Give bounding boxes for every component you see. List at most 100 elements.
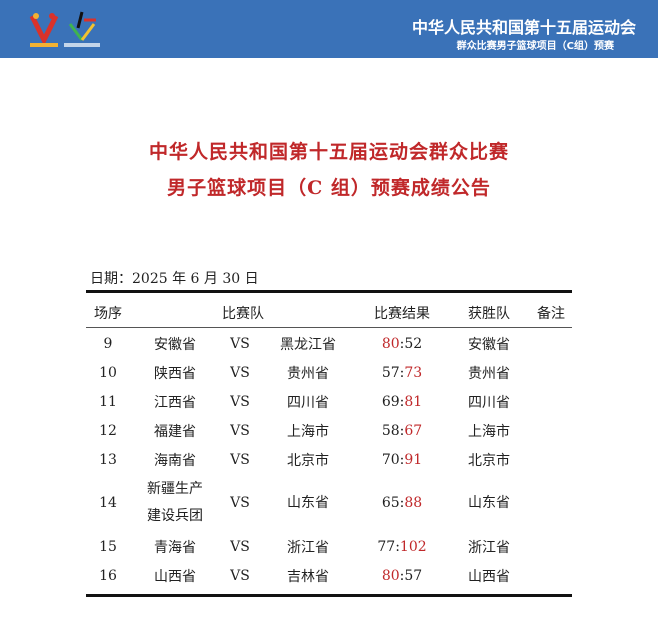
score: 80:57 (381, 567, 423, 584)
score: 69:81 (381, 393, 423, 410)
score-team1: 58 (381, 422, 400, 439)
team1: 青海省 (154, 539, 196, 556)
vs-label: VS (230, 422, 250, 439)
vs-label: VS (230, 335, 250, 352)
score: 58:67 (381, 422, 423, 439)
score-team1: 57 (381, 364, 400, 381)
team2: 山东省 (287, 494, 329, 511)
note (530, 329, 572, 358)
header-order: 场序 (94, 306, 122, 322)
winner: 四川省 (468, 394, 510, 411)
results-table: 场序 比赛队 比赛结果 获胜队 备注 9 安徽省 VS 黑龙江省 80:52 安徽省 10 陕… (86, 297, 572, 590)
top-rule (86, 290, 572, 293)
score: 77:102 (377, 538, 427, 555)
date-label: 日期：2025 年 6 月 30 日 (90, 271, 259, 287)
bottom-rule (86, 594, 572, 597)
order: 10 (99, 364, 117, 381)
team2: 贵州省 (287, 365, 329, 382)
order: 15 (99, 538, 117, 555)
vs-label: VS (230, 451, 250, 468)
score-team1: 70 (381, 451, 400, 468)
header-result: 比赛结果 (374, 306, 430, 322)
national-fitness-logo (29, 13, 59, 47)
order: 13 (99, 451, 117, 468)
header-winner: 获胜队 (468, 306, 510, 322)
vs-label: VS (230, 364, 250, 381)
note (530, 387, 572, 416)
table-row: 10 陕西省 VS 贵州省 57:73 贵州省 (86, 358, 572, 387)
score-team1: 69 (381, 393, 400, 410)
winner: 山东省 (468, 494, 510, 511)
banner-title: 中华人民共和国第十五届运动会 (411, 18, 636, 37)
team1-part2: 建设兵团 (147, 508, 203, 524)
score: 57:73 (381, 364, 423, 381)
header-rule (86, 327, 572, 328)
order: 16 (99, 567, 117, 584)
table-row: 16 山西省 VS 吉林省 80:57 山西省 (86, 561, 572, 590)
team2: 浙江省 (287, 539, 329, 556)
note (530, 445, 572, 474)
table-row: 12 福建省 VS 上海市 58:67 上海市 (86, 416, 572, 445)
score-team2: 52 (404, 335, 423, 352)
header-teams: 比赛队 (222, 306, 264, 322)
vs-label: VS (230, 567, 250, 584)
winner: 北京市 (468, 452, 510, 469)
score: 65:88 (381, 494, 423, 511)
team2: 吉林省 (287, 568, 329, 585)
team1: 海南省 (154, 452, 196, 469)
header-note: 备注 (537, 306, 565, 322)
score-team2: 102 (399, 538, 427, 555)
table-row: 11 江西省 VS 四川省 69:81 四川省 (86, 387, 572, 416)
winner: 贵州省 (468, 365, 510, 382)
header-banner: 中华人民共和国第十五届运动会 群众比赛男子篮球项目（C组）预赛 (0, 0, 658, 58)
china-sports-lottery-logo (64, 11, 100, 47)
score: 80:52 (381, 335, 423, 352)
table-row: 15 青海省 VS 浙江省 77:102 浙江省 (86, 532, 572, 561)
order: 9 (103, 335, 113, 352)
banner-subtitle: 群众比赛男子篮球项目（C组）预赛 (456, 41, 614, 52)
vs-label: VS (230, 494, 250, 511)
team2: 黑龙江省 (280, 336, 336, 353)
team1: 安徽省 (154, 336, 196, 353)
table-row: 9 安徽省 VS 黑龙江省 80:52 安徽省 (86, 329, 572, 358)
table-header: 场序 比赛队 比赛结果 获胜队 备注 (86, 297, 572, 329)
vs-label: VS (230, 538, 250, 555)
team1-part1: 新疆生产 (147, 481, 203, 497)
team2: 上海市 (287, 423, 329, 440)
score-team2: 81 (404, 393, 423, 410)
score-team2: 57 (404, 567, 423, 584)
team1: 江西省 (154, 394, 196, 411)
order: 11 (99, 393, 117, 410)
score-team1: 77 (377, 538, 396, 555)
table-row: 13 海南省 VS 北京市 70:91 北京市 (86, 445, 572, 474)
vs-label: VS (230, 393, 250, 410)
document-subtitle: 男子篮球项目（C 组）预赛成绩公告 (167, 177, 491, 199)
team1: 新疆生产 建设兵团 (130, 474, 220, 532)
winner: 山西省 (468, 568, 510, 585)
score-team2: 88 (404, 494, 423, 511)
note (530, 532, 572, 561)
score-team1: 65 (381, 494, 400, 511)
note (530, 561, 572, 590)
winner: 上海市 (468, 423, 510, 440)
winner: 安徽省 (468, 336, 510, 353)
score-team1: 80 (381, 567, 400, 584)
team1: 福建省 (154, 423, 196, 440)
note (530, 358, 572, 387)
note (530, 474, 572, 532)
order: 12 (99, 422, 117, 439)
team2: 北京市 (287, 452, 329, 469)
score-team2: 67 (404, 422, 423, 439)
winner: 浙江省 (468, 539, 510, 556)
score-team2: 73 (404, 364, 423, 381)
order: 14 (99, 494, 117, 511)
document-title: 中华人民共和国第十五届运动会群众比赛 (148, 141, 509, 163)
score-team2: 91 (404, 451, 423, 468)
note (530, 416, 572, 445)
team1: 山西省 (154, 568, 196, 585)
team2: 四川省 (287, 394, 329, 411)
table-row: 14 新疆生产建设兵团 VS 山东省 65:88 山东省 (86, 474, 572, 532)
team1: 陕西省 (154, 365, 196, 382)
score-team1: 80 (381, 335, 400, 352)
score: 70:91 (381, 451, 423, 468)
